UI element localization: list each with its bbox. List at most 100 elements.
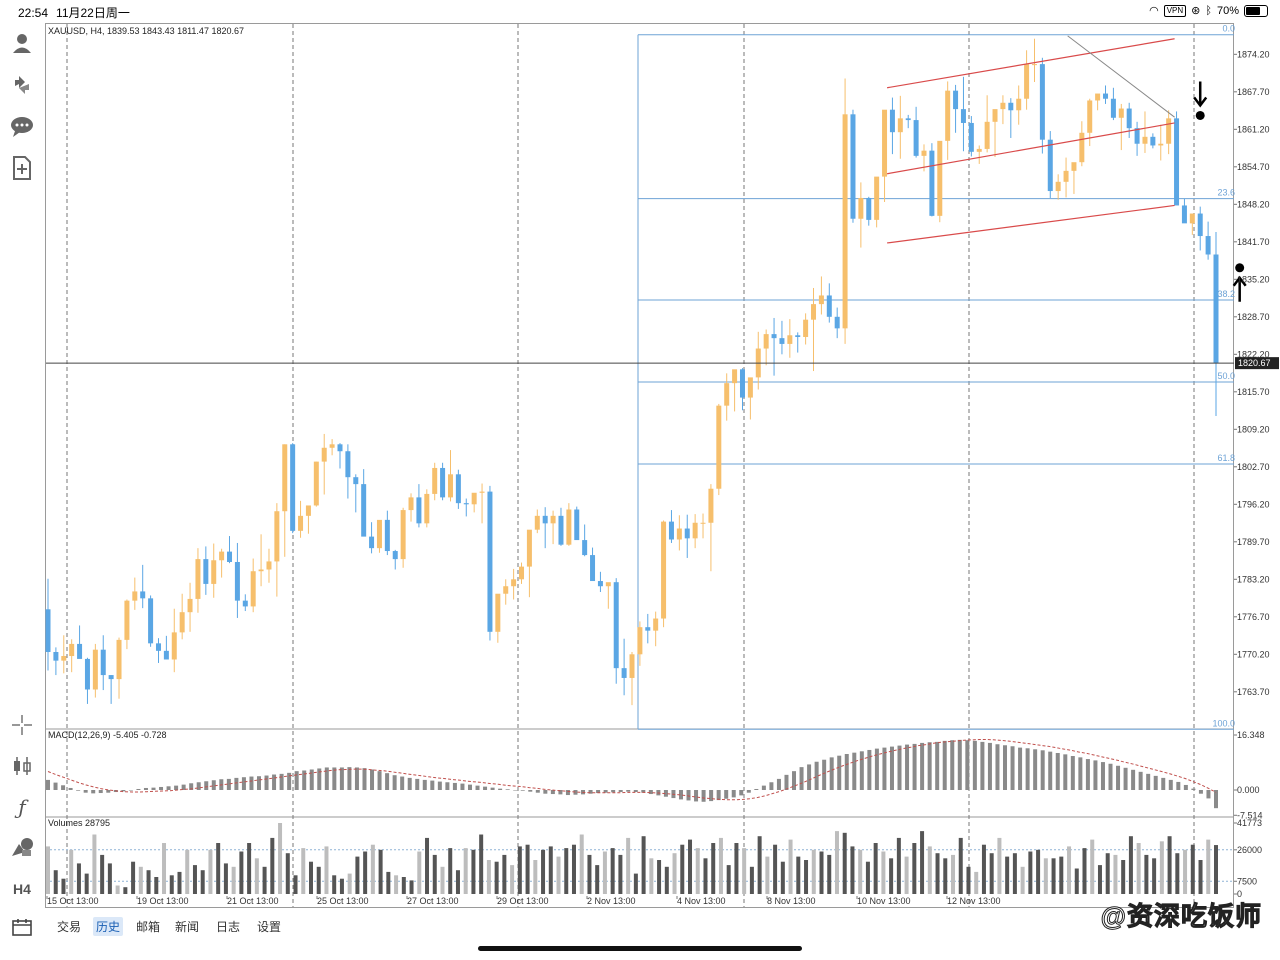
candle-body xyxy=(1095,93,1101,101)
macd-bar xyxy=(596,790,601,794)
tab-mailbox[interactable]: 邮箱 xyxy=(136,920,161,934)
objects-icon[interactable] xyxy=(9,834,35,860)
volume-bar xyxy=(316,866,321,894)
tab-history[interactable]: 历史 xyxy=(93,917,124,936)
volume-bar xyxy=(618,854,623,894)
volume-bar xyxy=(1097,865,1102,894)
macd-bar xyxy=(385,773,390,790)
timeframe-button[interactable]: H4 xyxy=(13,881,31,897)
macd-bar xyxy=(181,784,186,790)
volume-bar xyxy=(84,873,89,894)
function-icon[interactable]: ƒ xyxy=(18,795,26,819)
chat-icon[interactable] xyxy=(9,114,35,140)
tab-trade[interactable]: 交易 xyxy=(57,920,82,934)
volume-bar xyxy=(1059,856,1064,894)
volume-bar xyxy=(858,849,863,894)
macd-bar xyxy=(814,761,819,790)
volume-bar xyxy=(177,871,182,894)
macd-bar xyxy=(1198,790,1203,794)
candle-body xyxy=(629,654,635,678)
candle-body xyxy=(937,140,943,216)
tab-settings[interactable]: 设置 xyxy=(257,920,282,934)
volume-bar xyxy=(262,866,267,894)
candle-body xyxy=(574,509,580,541)
candle-body xyxy=(842,114,848,329)
macd-bar xyxy=(437,781,442,790)
tab-journal[interactable]: 日志 xyxy=(216,920,241,934)
macd-bar xyxy=(354,767,359,790)
volume-bar xyxy=(138,866,143,894)
fib-level-label: 100.0 xyxy=(1212,718,1235,728)
candle-body xyxy=(1181,205,1187,224)
y-tick-label: 1822.20 xyxy=(1237,349,1270,359)
volume-bar xyxy=(649,858,654,894)
volume-bar xyxy=(46,846,50,894)
volume-y-tick-label: 7500 xyxy=(1237,876,1257,886)
tab-news[interactable]: 新闻 xyxy=(175,920,200,934)
candle-body xyxy=(471,492,477,505)
candle-body xyxy=(1189,213,1195,224)
y-tick-label: 1867.70 xyxy=(1237,87,1270,97)
volume-bar xyxy=(834,831,839,894)
person-icon[interactable] xyxy=(9,30,35,56)
candle-body xyxy=(353,477,359,485)
lock-rotation-icon: ⊛ xyxy=(1191,5,1201,17)
macd-bar xyxy=(339,767,344,790)
volume-bar xyxy=(1090,839,1095,894)
candle-body xyxy=(250,571,256,607)
indicator-icon[interactable] xyxy=(9,753,35,779)
candle-body xyxy=(645,627,651,631)
volume-bar xyxy=(765,856,770,894)
fib-level-label: 0.0 xyxy=(1222,24,1235,34)
macd-bar xyxy=(189,783,194,790)
crosshair-icon[interactable] xyxy=(9,712,35,738)
candle-body xyxy=(219,551,225,561)
macd-bar xyxy=(844,754,849,790)
macd-bar xyxy=(995,744,1000,790)
macd-bar xyxy=(400,776,405,790)
volume-bar xyxy=(579,834,584,894)
macd-bar xyxy=(1055,752,1060,790)
candle-body xyxy=(992,109,998,122)
volume-bar xyxy=(742,848,747,894)
volume-bar xyxy=(889,858,894,894)
volume-bar xyxy=(347,873,352,894)
macd-bar xyxy=(445,782,450,790)
volume-bar xyxy=(1214,845,1218,894)
candle-body xyxy=(519,566,525,580)
trade-icon[interactable] xyxy=(9,72,35,98)
new-doc-icon[interactable] xyxy=(9,155,35,181)
chart-area[interactable]: 0.0 23.6 38.2 50.0 61.8 100.0 1820.67 16.348 0… xyxy=(0,0,1280,908)
macd-bar xyxy=(1063,754,1068,790)
macd-y-tick-label: -7.514 xyxy=(1237,810,1263,820)
x-tick-label: 2 Nov 13:00 xyxy=(587,896,636,906)
volume-bar xyxy=(154,877,159,894)
home-indicator[interactable] xyxy=(478,946,802,951)
candle-body xyxy=(1103,93,1109,99)
macd-bar xyxy=(686,790,691,801)
volume-bar xyxy=(927,846,932,894)
macd-bar xyxy=(776,778,781,790)
fib-level-label: 38.2 xyxy=(1217,289,1235,299)
volume-bar xyxy=(548,846,553,894)
volume-bar xyxy=(200,870,205,894)
volume-bar xyxy=(479,834,484,894)
macd-bar xyxy=(370,769,375,790)
macd-bar xyxy=(950,740,955,790)
macd-bar xyxy=(731,790,736,798)
candle-body xyxy=(116,639,122,680)
candle-body xyxy=(329,444,335,448)
calendar-icon[interactable] xyxy=(12,918,32,936)
status-date: 11月22日周一 xyxy=(56,6,130,20)
candle-body xyxy=(558,515,564,545)
fib-level-label: 50.0 xyxy=(1217,371,1235,381)
macd-bar xyxy=(1176,781,1181,790)
macd-bar xyxy=(837,755,842,790)
macd-bar xyxy=(234,777,239,790)
volume-bar xyxy=(378,849,383,894)
volume-bar xyxy=(997,837,1002,894)
chart-info: XAUUSD, H4, 1839.53 1843.43 1811.47 1820… xyxy=(48,26,244,36)
volume-bar xyxy=(76,863,81,894)
volume-bar xyxy=(1128,836,1133,894)
volume-bar xyxy=(904,856,909,894)
